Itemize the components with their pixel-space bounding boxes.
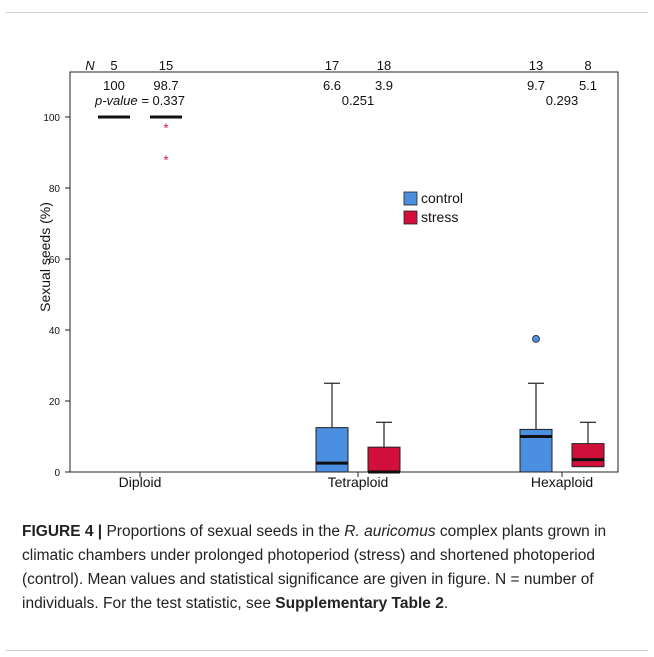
n-value: 5 xyxy=(110,58,117,73)
bottom-rule xyxy=(6,650,648,651)
n-value: 18 xyxy=(377,58,391,73)
box-rect xyxy=(315,427,349,473)
top-rule xyxy=(6,12,648,13)
y-tick-label: 60 xyxy=(49,255,61,266)
x-tick-label: Diploid xyxy=(119,474,162,490)
box-tetraploid-stress xyxy=(367,421,401,474)
legend-label-control: control xyxy=(421,190,463,206)
legend-label-stress: stress xyxy=(421,209,458,225)
x-axis: Diploid Tetraploid Hexaploid xyxy=(119,472,593,490)
caption-species: R. auricomus xyxy=(344,523,436,540)
pvalue-label: p-value = xyxy=(94,93,152,108)
legend: control stress xyxy=(403,190,463,225)
box-hexaploid-control xyxy=(519,334,553,473)
n-label: N xyxy=(85,58,95,73)
y-tick-label: 80 xyxy=(49,184,61,195)
box-rect xyxy=(367,446,401,473)
caption-link[interactable]: Supplementary Table 2 xyxy=(275,595,444,612)
box-series: ** xyxy=(98,115,605,474)
legend-swatch-control xyxy=(403,191,418,206)
box-rect xyxy=(571,443,605,468)
n-value: 13 xyxy=(529,58,543,73)
box-diploid-stress: ** xyxy=(150,115,182,168)
mean-value: 3.9 xyxy=(375,78,393,93)
n-value: 8 xyxy=(584,58,591,73)
legend-swatch-stress xyxy=(403,210,418,225)
y-axis-label: Sexual seeds (%) xyxy=(37,202,53,312)
n-value: 17 xyxy=(325,58,339,73)
x-tick-label: Tetraploid xyxy=(328,474,389,490)
box-plot-chart: 0 20 40 60 80 100 Sexual seeds (%) Diploid Tet… xyxy=(37,58,619,490)
caption-text-2: complex plants grown in climatic chamber… xyxy=(22,523,607,612)
caption-label: FIGURE 4 | xyxy=(22,523,103,540)
y-tick-label: 100 xyxy=(43,113,60,124)
mean-value: 100 xyxy=(103,78,125,93)
pvalue-text: p-value = 0.337 xyxy=(94,93,185,108)
box-tetraploid-control xyxy=(315,382,349,473)
outlier-marker: * xyxy=(163,153,168,168)
caption-text-1: Proportions of sexual seeds in the xyxy=(102,523,345,540)
figure-caption: FIGURE 4 | Proportions of sexual seeds i… xyxy=(22,520,634,616)
caption-end: . xyxy=(443,595,449,612)
y-tick-label: 40 xyxy=(49,326,61,337)
x-tick-label: Hexaploid xyxy=(531,474,593,490)
mean-value: 5.1 xyxy=(579,78,597,93)
pvalue-value: 0.293 xyxy=(546,93,579,108)
y-tick-label: 20 xyxy=(49,397,61,408)
box-hexaploid-stress xyxy=(571,421,605,468)
mean-value: 6.6 xyxy=(323,78,341,93)
y-tick-label: 0 xyxy=(54,468,60,479)
n-value: 15 xyxy=(159,58,173,73)
mean-value: 9.7 xyxy=(527,78,545,93)
pvalue-value: 0.251 xyxy=(342,93,375,108)
mean-value: 98.7 xyxy=(153,78,178,93)
outlier-marker: * xyxy=(163,121,168,136)
group-annotations: N 5 100 15 98.7p-value = 0.337 17 6.6 18 3.90.25… xyxy=(85,58,597,108)
pvalue-value: 0.337 xyxy=(152,93,185,108)
outlier-marker xyxy=(532,334,540,343)
y-axis: 0 20 40 60 80 100 xyxy=(43,113,70,479)
